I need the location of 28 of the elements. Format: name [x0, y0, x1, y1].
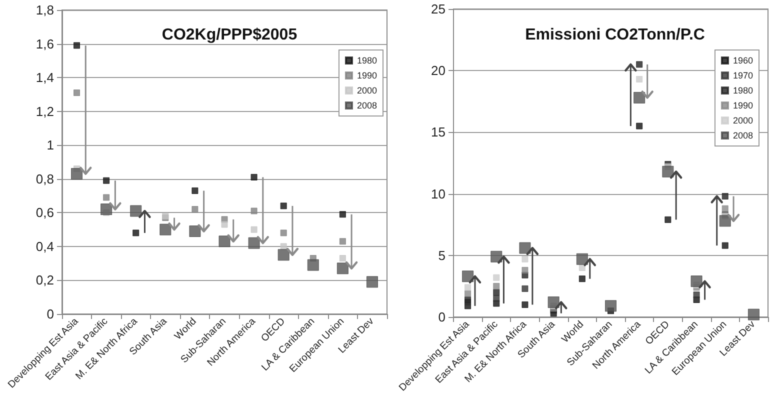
legend-label: 1960	[732, 56, 754, 66]
y-tick-label: 5	[438, 248, 446, 263]
legend-label: 2000	[356, 86, 378, 96]
y-tick-label: 0,2	[36, 272, 54, 288]
legend-label: 1970	[732, 70, 754, 80]
y-tick-label: 1,2	[36, 104, 54, 119]
y-tick-label: 1,4	[36, 70, 54, 86]
y-tick-label: 0	[46, 306, 54, 322]
y-tick-label: 0,4	[36, 238, 54, 254]
legend-label: 1990	[356, 70, 378, 80]
text: Emissioni CO2Tonn/P.C	[525, 26, 706, 44]
legend-label: 1990	[732, 100, 754, 110]
legend-label: 1980	[356, 56, 378, 66]
y-tick-label: 0	[438, 310, 446, 324]
legend-label: 2008	[732, 130, 754, 140]
y-tick-label: 0,6	[36, 205, 54, 220]
legend-label: 2000	[732, 116, 754, 126]
y-tick-label: 1,8	[36, 2, 54, 18]
text: CO2Kg/PPP$2005	[162, 26, 298, 44]
y-tick-label: 1,6	[36, 36, 54, 52]
legend-label: 1980	[732, 86, 754, 96]
y-tick-label: 25	[431, 2, 446, 16]
y-tick-label: 10	[431, 186, 446, 202]
y-tick-label: 0,8	[36, 171, 54, 186]
y-tick-label: 20	[431, 63, 446, 78]
y-tick-label: 15	[431, 124, 446, 140]
y-tick-label: 1	[46, 138, 54, 153]
legend-label: 2008	[356, 100, 378, 110]
